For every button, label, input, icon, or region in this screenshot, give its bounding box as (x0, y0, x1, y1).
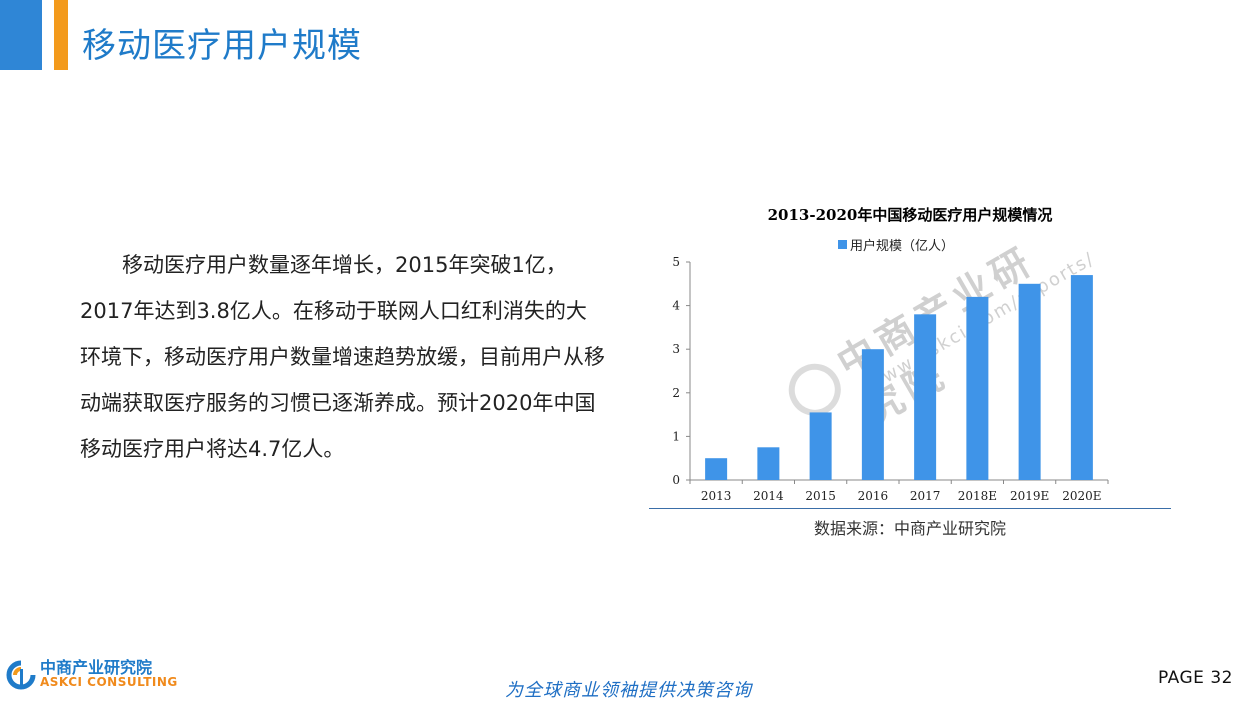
y-tick-label: 3 (672, 342, 680, 356)
bar (1070, 275, 1093, 480)
bar (1018, 283, 1041, 480)
y-tick-label: 4 (672, 299, 680, 313)
bar (914, 314, 937, 480)
bar (966, 296, 989, 480)
header-accent-bar-blue (0, 0, 42, 70)
company-logo: 中商产业研究院 ASKCI CONSULTING (6, 660, 178, 690)
x-tick-label: 2016 (858, 489, 889, 503)
body-paragraph: 移动医疗用户数量逐年增长，2015年突破1亿，2017年达到3.8亿人。在移动于… (80, 253, 605, 461)
page-title: 移动医疗用户规模 (82, 26, 362, 66)
chart-legend: 用户规模（亿人） (838, 235, 954, 254)
bar (757, 447, 780, 480)
page-number: PAGE 32 (1158, 668, 1233, 688)
x-tick-label: 2019E (1010, 489, 1049, 503)
y-tick-label: 5 (672, 255, 680, 269)
x-tick-label: 2014 (753, 489, 784, 503)
logo-cn-text: 中商产业研究院 (40, 658, 153, 677)
header-accent-bar-orange (54, 0, 68, 70)
y-tick-label: 1 (672, 429, 680, 443)
x-tick-label: 2018E (958, 489, 997, 503)
chart-source: 数据来源：中商产业研究院 (813, 519, 1006, 538)
bar (809, 412, 832, 480)
x-tick-label: 2017 (910, 489, 941, 503)
bar (705, 458, 728, 480)
x-tick-label: 2015 (805, 489, 836, 503)
chart-title: 2013-2020年中国移动医疗用户规模情况 (767, 206, 1053, 224)
bar-chart: 0 1 2 3 4 5 2013 2014 2015 2016 2017 2018E 2019E 2020… (672, 255, 1109, 503)
legend-swatch (838, 240, 847, 249)
logo-en-text: ASKCI CONSULTING (40, 675, 178, 689)
logo-icon (6, 660, 36, 690)
footer-slogan: 为全球商业领袖提供决策咨询 (505, 680, 752, 701)
y-tick-label: 0 (672, 473, 680, 487)
chart-divider (649, 508, 1171, 509)
legend-label: 用户规模（亿人） (850, 239, 955, 254)
bar (861, 349, 884, 480)
x-tick-label: 2013 (701, 489, 732, 503)
y-tick-label: 2 (672, 386, 680, 400)
x-tick-label: 2020E (1062, 489, 1101, 503)
